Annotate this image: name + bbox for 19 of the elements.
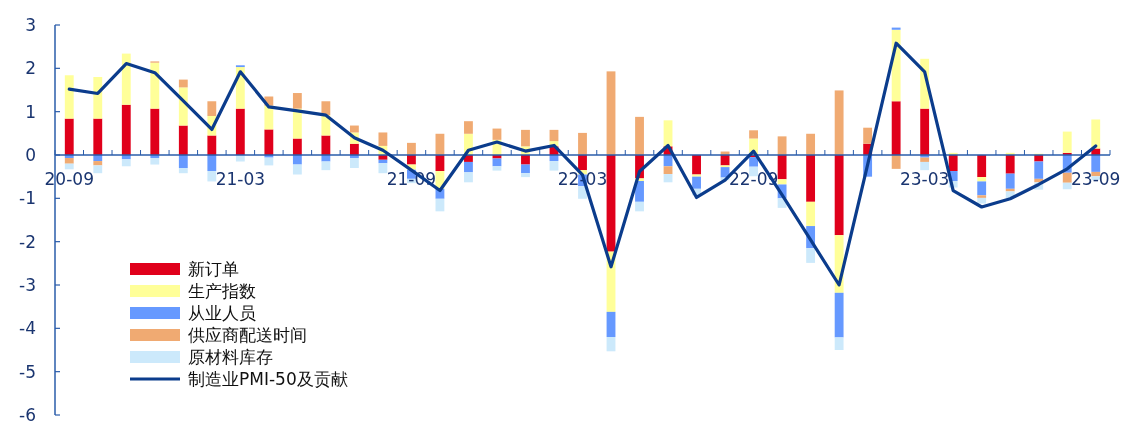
y-tick-label: -4	[19, 318, 36, 339]
y-tick-label: -5	[19, 361, 36, 382]
y-tick-label: -2	[19, 231, 36, 252]
y-tick-label: -6	[19, 405, 36, 421]
y-tick-label: -3	[19, 275, 36, 295]
x-tick-label: 23-03	[899, 169, 950, 189]
y-tick-label: 3	[25, 15, 36, 35]
x-tick-label: 23-09	[1071, 169, 1121, 189]
y-tick-label: 0	[25, 145, 36, 165]
legend-label: 制造业PMI-50及贡献	[188, 369, 348, 389]
legend-label: 新订单	[188, 259, 239, 279]
legend-label: 从业人员	[188, 303, 256, 323]
legend-label: 原材料库存	[188, 347, 273, 367]
y-tick-label: 1	[25, 101, 36, 122]
legend-label: 生产指数	[188, 281, 256, 301]
y-tick-label: -1	[19, 188, 36, 209]
x-tick-label: 21-03	[215, 169, 266, 189]
legend-label: 供应商配送时间	[188, 325, 307, 345]
y-tick-label: 2	[25, 58, 36, 79]
